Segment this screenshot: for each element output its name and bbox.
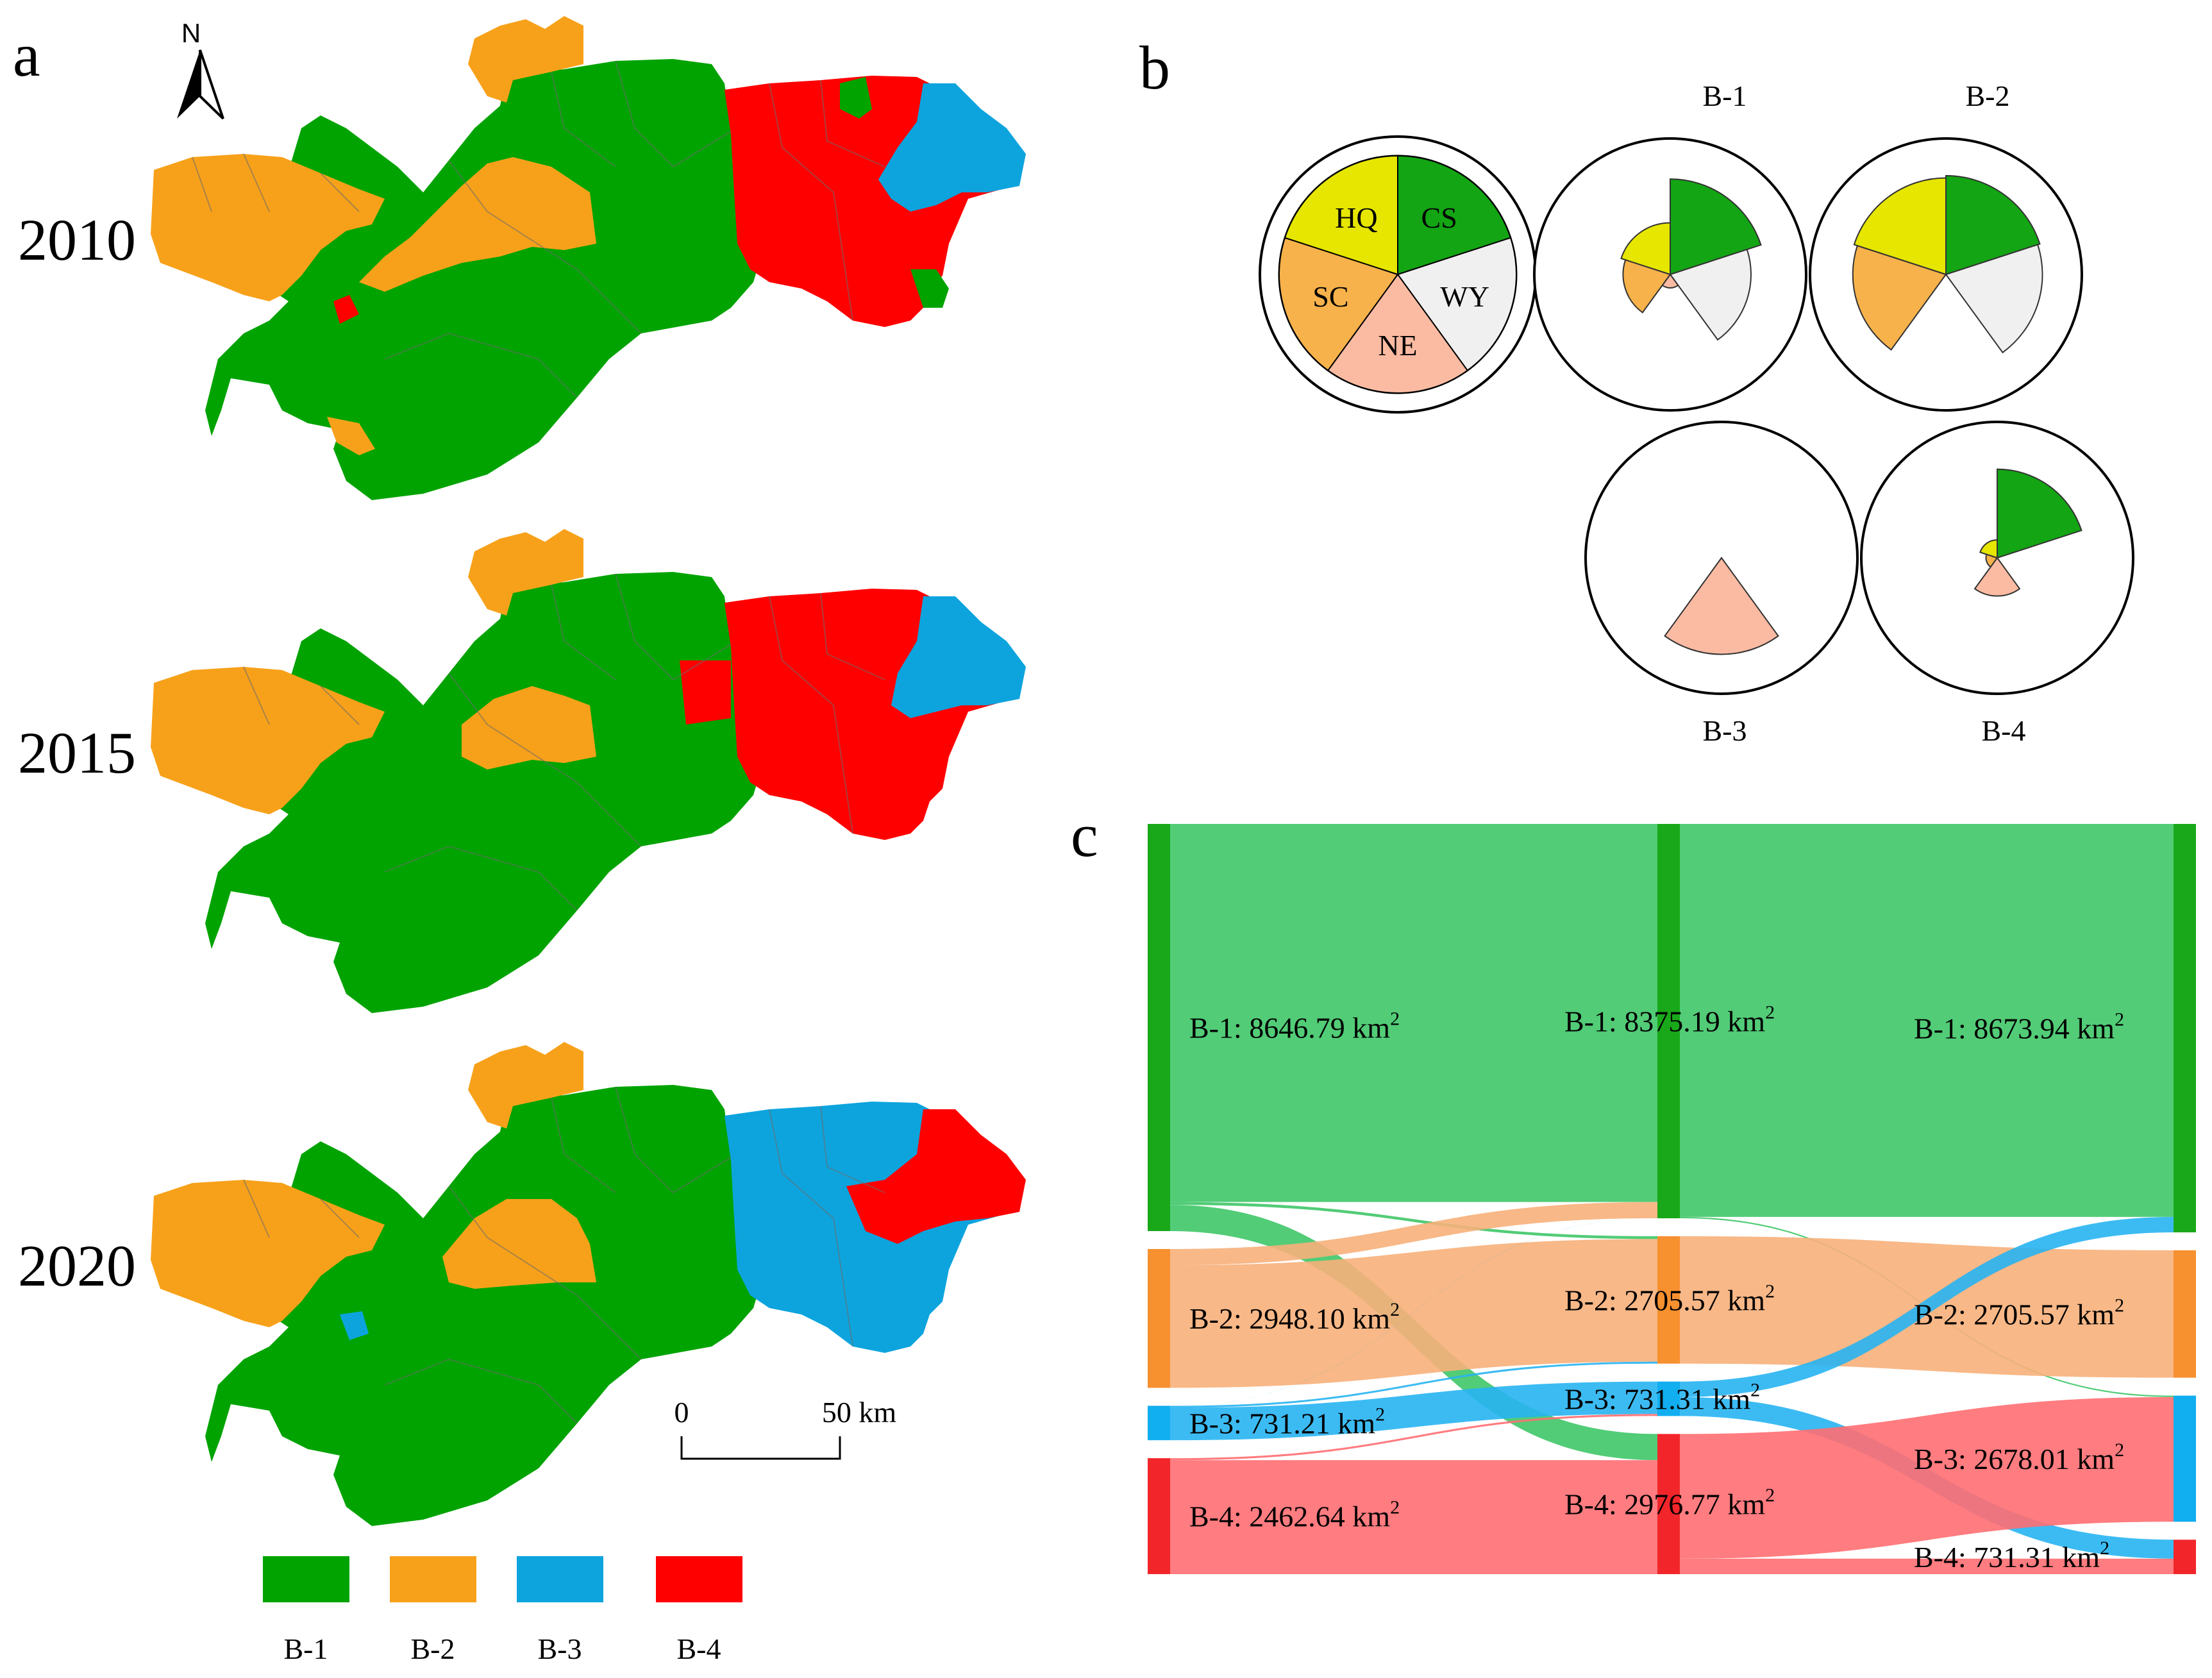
rose-sector-wy — [1669, 248, 1752, 341]
sankey-label-2-b-4: B-4: 731.31 km2 — [1914, 1538, 2109, 1573]
sankey-node-0-b-2 — [1148, 1248, 1170, 1388]
rose-label-b-2: B-2 — [1966, 80, 2010, 112]
map-2020 — [151, 1042, 1026, 1526]
sankey-flow-0-b-3-to-b-1 — [1170, 1218, 1657, 1406]
rose-key-label-wy: WY — [1440, 280, 1489, 313]
rose-b-3: B-3 — [1584, 421, 1859, 747]
rose-key: CS WY NE SC HQ — [1259, 135, 1537, 414]
sankey-label-1-b-3: B-3: 731.31 km2 — [1564, 1380, 1760, 1416]
map-2015 — [151, 529, 1026, 1013]
rose-sector-hq — [1853, 177, 1947, 276]
legend-swatch-b1 — [263, 1556, 349, 1602]
sankey-node-2-b-4 — [2174, 1540, 2196, 1575]
sankey-flow-0-b-1-to-b-2 — [1170, 1202, 1657, 1239]
rose-b-4: B-4 — [1860, 421, 2134, 747]
sankey-node-2-b-1 — [2174, 824, 2196, 1232]
sankey-label-1-b-4: B-4: 2976.77 km2 — [1564, 1485, 1775, 1521]
sankey-label-0-b-4: B-4: 2462.64 km2 — [1189, 1497, 1400, 1533]
sankey-flow-0-b-4-to-b-4 — [1170, 1460, 1657, 1575]
legend-swatch-b2 — [390, 1556, 476, 1602]
bundle-roses: B-1 B-2 B-3 B-4 — [1533, 80, 2134, 747]
panel-c-letter: c — [1071, 801, 1098, 869]
scale-bar: 0 50 km — [674, 1396, 897, 1460]
rose-key-slice-wy — [1396, 237, 1517, 372]
legend-swatch-b3 — [517, 1556, 603, 1602]
sankey-flow-0-b-2-to-b-1 — [1170, 1202, 1657, 1266]
sankey-node-0-b-1 — [1148, 824, 1170, 1231]
rose-key-slice-ne — [1327, 273, 1469, 394]
sankey-label-1-b-2: B-2: 2705.57 km2 — [1564, 1280, 1775, 1316]
sankey-flow-1-b-4-to-b-3 — [1680, 1397, 2174, 1559]
sankey-flow-0-b-1-to-b-1 — [1170, 824, 1657, 1202]
rose-sector-ne — [1664, 557, 1779, 655]
sankey-label-2-b-1: B-1: 8673.94 km2 — [1914, 1009, 2124, 1045]
rose-sector-wy — [1945, 244, 2043, 354]
sankey-label-0-b-2: B-2: 2948.10 km2 — [1189, 1299, 1400, 1335]
map-2010 — [151, 16, 1026, 500]
rose-sector-sc — [1852, 244, 1947, 351]
rose-key-label-ne: NE — [1378, 329, 1417, 362]
sankey-node-1-b-2 — [1657, 1236, 1680, 1364]
rose-key-slice-cs — [1397, 155, 1512, 276]
north-arrow-icon: N — [177, 18, 224, 120]
sankey-node-2-b-2 — [2174, 1250, 2196, 1378]
rose-sector-hq — [1620, 222, 1671, 276]
rose-sector-sc — [1622, 259, 1672, 314]
rose-sector-cs — [1670, 178, 1762, 276]
sankey-flow-0-b-2-to-b-2 — [1170, 1239, 1657, 1388]
rose-sector-cs — [1997, 468, 2082, 559]
sankey-chart: B-1: 8646.79 km2 B-2: 2948.10 km2 B-3: 731… — [1148, 824, 2196, 1575]
rose-key-slice-sc — [1278, 237, 1399, 372]
rose-key-label-cs: CS — [1421, 201, 1457, 234]
panel-a-letter: a — [13, 21, 40, 89]
sankey-flow-0-b-3-to-b-2 — [1170, 1361, 1657, 1408]
rose-b-2: B-2 — [1809, 80, 2083, 412]
panel-b-letter: b — [1139, 33, 1170, 102]
sankey-node-1-b-1 — [1657, 824, 1680, 1219]
rose-sector-ne — [1973, 557, 2021, 597]
sankey-label-2-b-2: B-2: 2705.57 km2 — [1914, 1295, 2124, 1330]
year-label-2020: 2020 — [18, 1233, 136, 1298]
legend-label-b2: B-2 — [411, 1632, 455, 1665]
sankey-node-1-b-4 — [1657, 1434, 1680, 1575]
rose-b-1: B-1 — [1533, 80, 1807, 412]
rose-sector-hq — [1979, 539, 1998, 559]
legend-label-b3: B-3 — [538, 1632, 582, 1665]
sankey-node-0-b-4 — [1148, 1458, 1170, 1574]
sankey-node-2-b-3 — [2174, 1395, 2196, 1522]
sankey-flow-1-b-3-to-b-1 — [1680, 1216, 2174, 1397]
scale-bar-end: 50 km — [822, 1396, 897, 1429]
rose-label-b-4: B-4 — [1982, 714, 2026, 747]
sankey-node-1-b-3 — [1657, 1381, 1680, 1416]
map-legend: B-1 B-2 B-3 B-4 — [263, 1556, 742, 1665]
sankey-flow-0-b-3-to-b-3 — [1170, 1381, 1657, 1441]
north-label: N — [181, 18, 201, 48]
rose-label-b-1: B-1 — [1703, 80, 1747, 112]
legend-label-b1: B-1 — [284, 1632, 328, 1665]
sankey-flow-0-b-4-to-b-3 — [1170, 1414, 1657, 1461]
rose-key-label-hq: HQ — [1335, 201, 1377, 234]
rose-label-b-3: B-3 — [1703, 714, 1747, 747]
sankey-flow-1-b-1-to-b-1 — [1680, 824, 2174, 1217]
rose-sector-cs — [1945, 174, 2041, 276]
sankey-label-0-b-1: B-1: 8646.79 km2 — [1189, 1008, 1400, 1044]
legend-label-b4: B-4 — [677, 1632, 721, 1665]
year-label-2015: 2015 — [18, 720, 136, 785]
legend-swatch-b4 — [656, 1556, 742, 1602]
year-label-2010: 2010 — [18, 207, 136, 273]
sankey-label-2-b-3: B-3: 2678.01 km2 — [1914, 1439, 2124, 1475]
sankey-label-1-b-1: B-1: 8375.19 km2 — [1564, 1002, 1775, 1038]
sankey-node-0-b-3 — [1148, 1405, 1170, 1441]
sankey-label-0-b-3: B-3: 731.21 km2 — [1189, 1404, 1385, 1439]
rose-key-slice-hq — [1284, 155, 1398, 276]
scale-bar-start: 0 — [674, 1396, 689, 1429]
rose-key-label-sc: SC — [1312, 280, 1348, 313]
sankey-flow-1-b-4-to-b-4 — [1680, 1558, 2174, 1575]
